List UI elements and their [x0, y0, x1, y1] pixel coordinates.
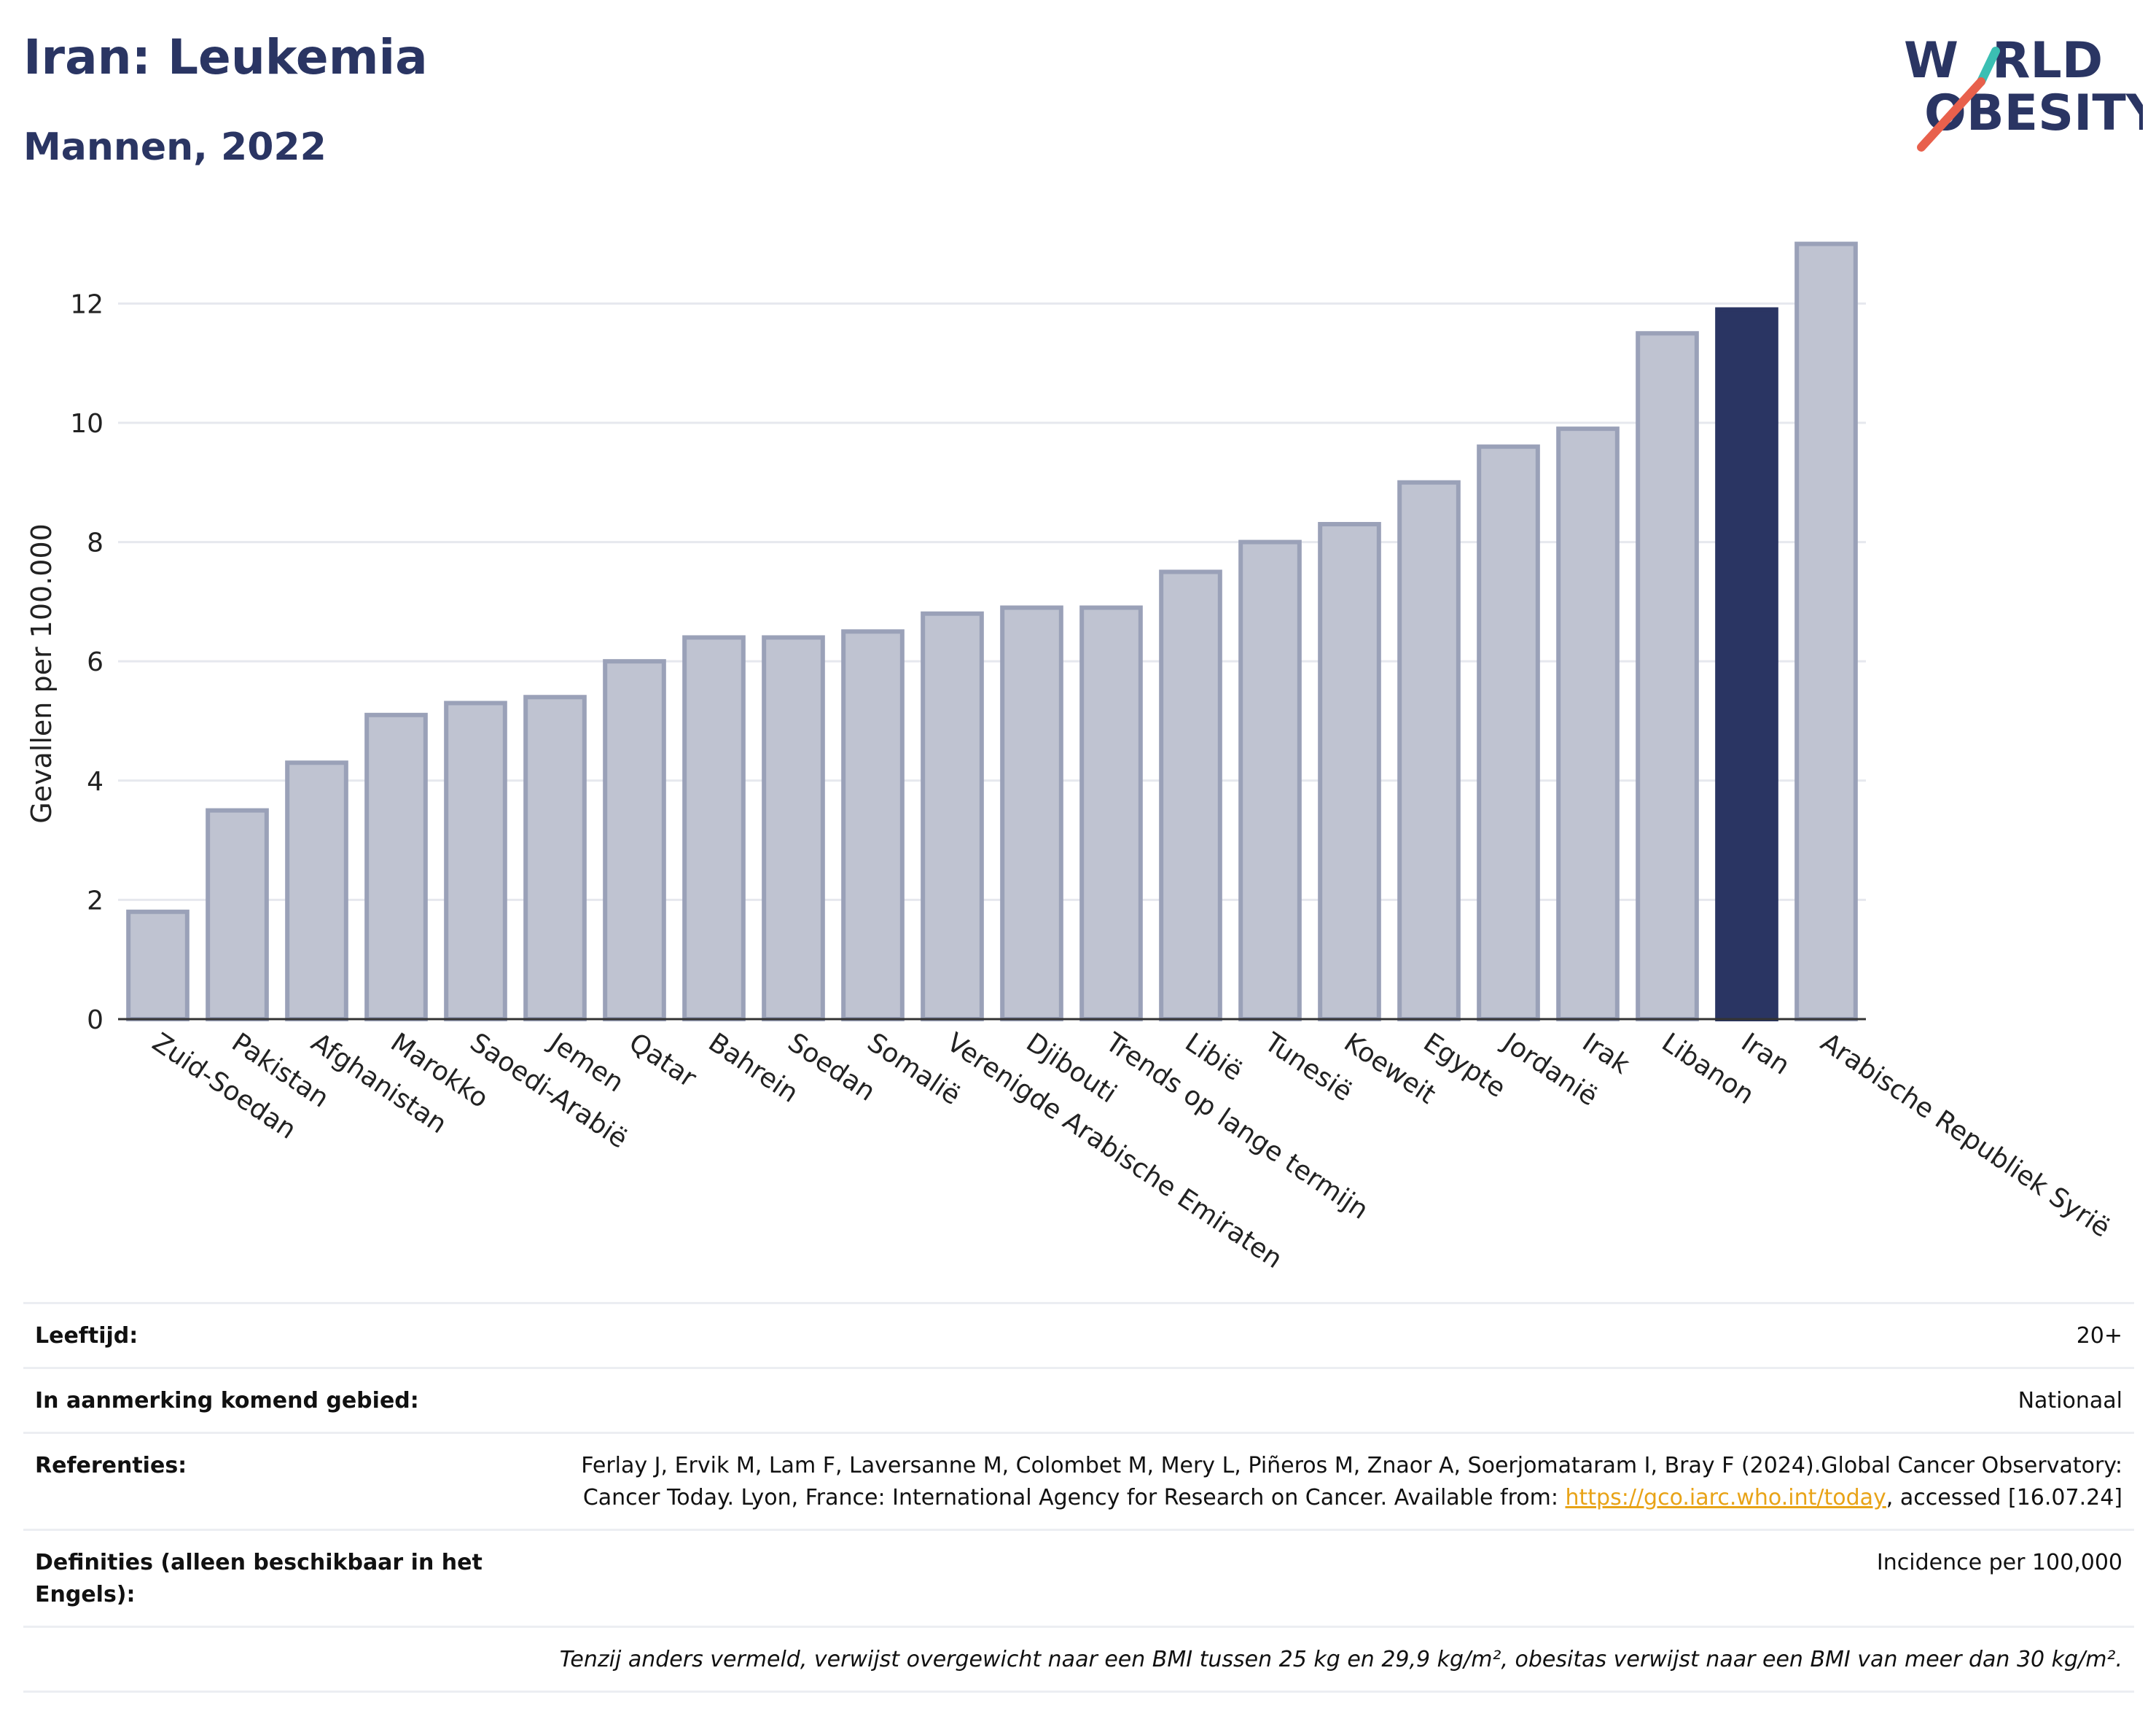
- bars: [126, 241, 1858, 1022]
- info-table: Leeftijd: 20+ In aanmerking komend gebie…: [23, 1302, 2134, 1693]
- reference-accessed: , accessed [16.07.24]: [1886, 1485, 2122, 1510]
- reference-text: Ferlay J, Ervik M, Lam F, Laversanne M, …: [581, 1453, 2122, 1510]
- logo-line1: W RLD: [1904, 32, 2103, 90]
- bar-qatar: [603, 659, 666, 1021]
- y-tick-label: 2: [87, 886, 103, 916]
- y-tick-label: 6: [87, 647, 103, 677]
- info-label: Leeftijd:: [23, 1302, 513, 1368]
- info-row-definitions: Definities (alleen beschikbaar in het En…: [23, 1529, 2134, 1627]
- info-row-references: Referenties: Ferlay J, Ervik M, Lam F, L…: [23, 1432, 2134, 1530]
- x-tick-label: Irak: [1577, 1027, 1635, 1080]
- bar-marokko: [364, 712, 428, 1021]
- bar-pakistan: [206, 808, 269, 1021]
- bar-djibouti: [1000, 605, 1063, 1021]
- info-label: Definities (alleen beschikbaar in het En…: [23, 1529, 513, 1627]
- footnote: Tenzij anders vermeld, verwijst overgewi…: [23, 1626, 2134, 1693]
- bar-jordani-: [1477, 444, 1540, 1021]
- y-tick-label: 8: [87, 529, 103, 558]
- x-tick-label: Iran: [1735, 1027, 1794, 1080]
- info-value: Nationaal: [513, 1367, 2134, 1433]
- bar-arabische-republiek-syri-: [1794, 241, 1858, 1021]
- bar-somali-: [841, 629, 905, 1021]
- bar-jemen: [523, 695, 587, 1021]
- page-title: Iran: Leukemia: [23, 29, 428, 85]
- logo-slash-teal: [1977, 47, 2000, 86]
- bar-bahrein: [682, 635, 746, 1021]
- x-tick-label: Arabische Republiek Syrië: [1815, 1027, 2115, 1243]
- world-obesity-logo: W RLD OBESITY: [1904, 32, 2143, 152]
- x-tick-label: Soedan: [782, 1027, 880, 1107]
- bar-egypte: [1397, 480, 1461, 1021]
- bar-koeweit: [1318, 522, 1381, 1021]
- bar-saoedi-arabi-: [444, 701, 507, 1021]
- x-tick-label: Qatar: [623, 1027, 701, 1093]
- bar-chart: 0 2 4 6 8 10 12 Zuid-SoedanPakistanAfghanistan…: [26, 241, 2115, 1274]
- bar-afghanistan: [285, 760, 348, 1021]
- logo-line2: OBESITY: [1924, 85, 2143, 142]
- info-row-footnote: Tenzij anders vermeld, verwijst overgewi…: [23, 1626, 2134, 1693]
- bar-irak: [1556, 426, 1620, 1022]
- bar-soedan: [762, 635, 825, 1021]
- info-value: Ferlay J, Ervik M, Lam F, Laversanne M, …: [513, 1432, 2134, 1530]
- info-value: 20+: [513, 1302, 2134, 1368]
- info-label: In aanmerking komend gebied:: [23, 1367, 513, 1433]
- bar-trends-op-lange-termijn: [1079, 605, 1143, 1021]
- bar-libi-: [1159, 569, 1222, 1021]
- x-tick-label: Afghanistan: [305, 1027, 452, 1139]
- info-row-area: In aanmerking komend gebied: Nationaal: [23, 1367, 2134, 1433]
- info-row-age: Leeftijd: 20+: [23, 1302, 2134, 1368]
- logo-slash-coral: [1917, 77, 1985, 152]
- y-tick-label: 0: [87, 1005, 103, 1035]
- y-tick-label: 4: [87, 767, 103, 797]
- y-tick-label: 10: [70, 409, 103, 439]
- y-tick-label: 12: [70, 289, 103, 319]
- x-tick-label: Bahrein: [703, 1027, 803, 1108]
- bar-iran: [1715, 307, 1778, 1022]
- bar-verenigde-arabische-emiraten: [921, 611, 984, 1021]
- info-value: Incidence per 100,000: [513, 1529, 2134, 1627]
- bar-tunesi-: [1238, 539, 1302, 1021]
- bar-libanon: [1636, 331, 1699, 1022]
- y-tick-labels: 0 2 4 6 8 10 12: [70, 289, 103, 1035]
- x-tick-labels: Zuid-SoedanPakistanAfghanistanMarokkoSao…: [147, 1026, 2115, 1274]
- bar-zuid-soedan: [126, 909, 190, 1022]
- info-label: Referenties:: [23, 1432, 513, 1530]
- x-tick-label: Tunesië: [1259, 1027, 1358, 1107]
- page-subtitle: Mannen, 2022: [23, 125, 327, 169]
- reference-link[interactable]: https://gco.iarc.who.int/today: [1565, 1485, 1886, 1510]
- y-axis-label: Gevallen per 100.000: [26, 523, 58, 824]
